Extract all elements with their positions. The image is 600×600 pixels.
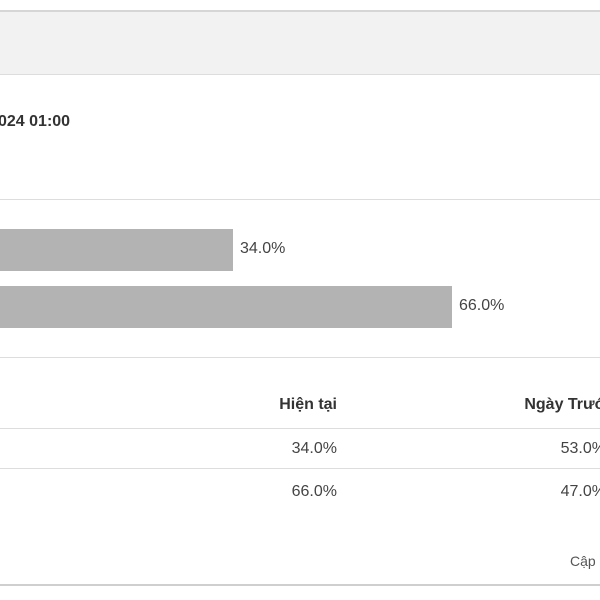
table-cell: 34.0% [291, 440, 337, 457]
column-header-current: Hiện tại [279, 396, 337, 413]
column-header-previous-day: Ngày Trướ [524, 396, 600, 413]
table-row-divider [0, 468, 600, 469]
update-link[interactable]: Cập [570, 553, 596, 569]
header-band [0, 12, 600, 75]
datetime-label: 024 01:00 [0, 113, 71, 130]
bar-value-label: 34.0% [240, 240, 286, 257]
table-cell: 66.0% [291, 483, 337, 500]
top-border [0, 10, 600, 12]
bottom-border [0, 584, 600, 586]
table-cell: 47.0% [560, 483, 600, 500]
table-header-divider [0, 428, 600, 429]
table-cell: 53.0% [560, 440, 600, 457]
divider [0, 357, 600, 358]
divider [0, 199, 600, 200]
bar-mark [0, 229, 233, 271]
bar-value-label: 66.0% [459, 297, 505, 314]
bar-mark [0, 286, 452, 328]
